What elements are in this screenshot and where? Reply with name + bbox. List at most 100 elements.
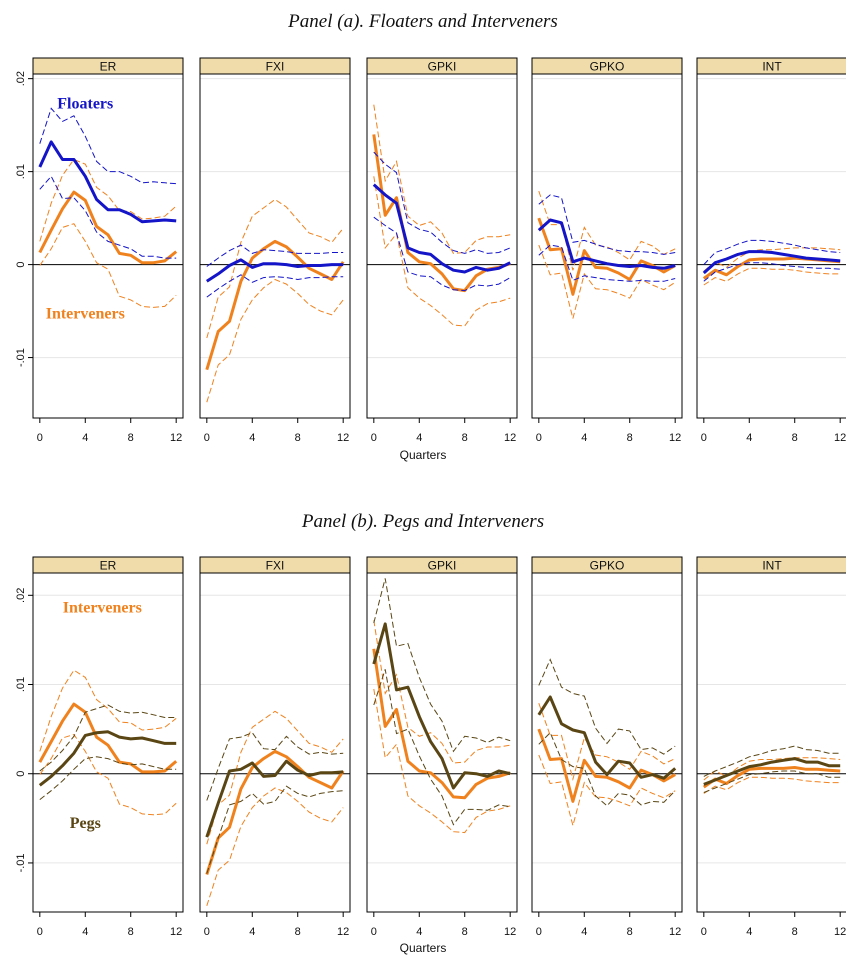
x-tick-label: 12 [170, 432, 182, 444]
x-tick-label: 8 [792, 432, 798, 444]
facet-title: GPKI [428, 559, 457, 573]
facet-title: INT [762, 60, 782, 74]
ci-lower-interveners [373, 688, 511, 834]
ci-upper-interveners [39, 669, 177, 752]
ci-lower-floaters [373, 216, 511, 292]
y-tick-label: 0 [15, 771, 27, 777]
series-line-interveners [38, 702, 178, 774]
facet-title: FXI [266, 559, 285, 573]
x-tick-label: 4 [416, 926, 422, 938]
plot-frame [32, 572, 184, 913]
x-tick-label: 4 [746, 432, 752, 444]
facet-series [205, 710, 345, 906]
x-tick-label: 4 [581, 926, 587, 938]
ci-upper-floaters [206, 244, 344, 267]
panel-title: Panel (b). Pegs and Interveners [301, 511, 544, 532]
plot-frame [366, 73, 518, 419]
y-tick-label: 0 [15, 262, 27, 268]
x-tick-label: 12 [337, 432, 349, 444]
plot-frame [531, 73, 683, 419]
panel-title: Panel (a). Floaters and Interveners [287, 11, 558, 32]
x-tick-label: 0 [204, 432, 210, 444]
plot-area [200, 74, 350, 418]
x-tick-label: 8 [295, 926, 301, 938]
x-tick-label: 4 [82, 926, 88, 938]
series-line-interveners [205, 239, 345, 371]
panel-a: Panel (a). Floaters and Interveners -.01 0… [15, 11, 846, 462]
facet-series [38, 107, 178, 308]
facet-series [537, 190, 676, 319]
series-line-interveners [205, 749, 345, 875]
series-line-floaters [205, 258, 344, 283]
ci-upper-pegs [373, 578, 511, 753]
facet-series [702, 745, 841, 794]
plot-area [697, 74, 846, 418]
y-tick-label: .02 [15, 71, 27, 86]
ci-lower-floaters [703, 262, 841, 282]
facet-title: GPKO [590, 60, 625, 74]
x-tick-label: 8 [295, 432, 301, 444]
series-line-interveners [38, 190, 178, 265]
series-line-interveners [702, 766, 841, 789]
plot-frame [32, 73, 184, 419]
panel-b: Panel (b). Pegs and Interveners -.01 0 .01.… [15, 511, 846, 955]
facet-fxi: FXI 0 4 8 12 [199, 556, 351, 938]
ci-upper-interveners [538, 703, 676, 782]
plot-frame [366, 572, 518, 913]
series-line-floaters [372, 183, 511, 274]
facet-title: INT [762, 559, 782, 573]
x-tick-label: 0 [701, 926, 707, 938]
ci-lower-interveners [206, 278, 344, 403]
facet-fxi: FXI 0 4 8 12 [199, 57, 351, 444]
x-tick-label: 4 [249, 432, 255, 444]
facet-gpki: GPKI 0 4 8 12 [366, 556, 518, 938]
facet-gpko: GPKO 0 4 8 12 [531, 57, 683, 444]
series-line-floaters [537, 218, 676, 270]
facet-title: ER [100, 60, 117, 74]
y-tick-label: -.01 [15, 853, 27, 872]
x-tick-label: 12 [834, 926, 846, 938]
x-tick-label: 8 [792, 926, 798, 938]
x-tick-label: 12 [170, 926, 182, 938]
y-tick-label: .01 [15, 677, 27, 692]
ci-lower-interveners [39, 733, 177, 816]
plot-frame [199, 73, 351, 419]
ci-lower-floaters [206, 274, 344, 298]
x-tick-label: 8 [627, 926, 633, 938]
series-line-interveners [537, 217, 676, 296]
ci-lower-pegs [703, 770, 841, 793]
x-tick-label: 12 [669, 432, 681, 444]
ci-upper-pegs [703, 745, 841, 777]
facet-int: INT 0 4 8 12 [696, 57, 846, 444]
plot-frame [199, 572, 351, 913]
ci-upper-interveners [373, 104, 511, 254]
x-tick-label: 8 [462, 432, 468, 444]
series-line-floaters [702, 250, 841, 275]
x-tick-label: 0 [536, 926, 542, 938]
x-tick-label: 0 [37, 926, 43, 938]
group-label-floaters: Floaters [57, 95, 113, 112]
facet-er: ER 0 4 8 12 [32, 556, 184, 938]
ci-upper-interveners [373, 620, 511, 764]
group-label-interveners: Interveners [63, 599, 142, 616]
group-label-pegs: Pegs [70, 815, 101, 832]
x-tick-label: 4 [746, 926, 752, 938]
plot-area [532, 573, 682, 912]
x-tick-label: 4 [82, 432, 88, 444]
series-line-pegs [703, 757, 841, 786]
facet-series [38, 669, 178, 816]
series-line-pegs [372, 622, 511, 790]
ci-lower-pegs [39, 756, 177, 800]
plot-area [200, 573, 350, 912]
ci-upper-floaters [373, 151, 511, 254]
facet-title: GPKI [428, 60, 457, 74]
plot-area [367, 573, 517, 912]
plot-area [697, 573, 846, 912]
ci-lower-pegs [538, 731, 676, 807]
x-tick-label: 0 [371, 926, 377, 938]
facet-series [702, 239, 841, 286]
x-tick-label: 12 [669, 926, 681, 938]
facet-title: FXI [266, 60, 285, 74]
x-tick-label: 0 [371, 432, 377, 444]
x-tick-label: 0 [536, 432, 542, 444]
